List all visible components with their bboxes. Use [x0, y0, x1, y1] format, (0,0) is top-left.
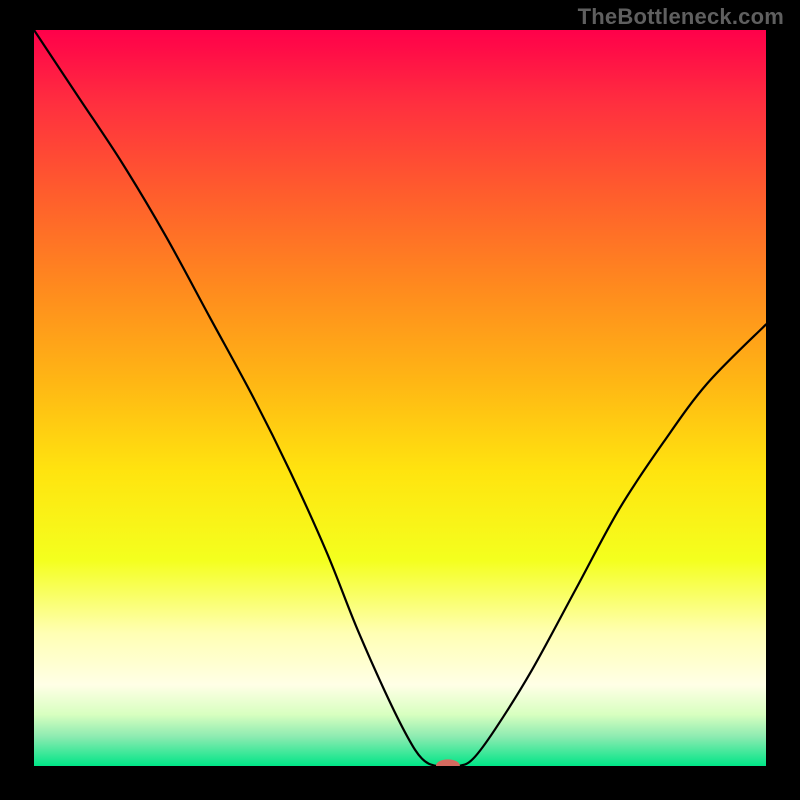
optimal-point-marker [436, 759, 460, 766]
chart-plot-area [34, 30, 766, 766]
curve-path [34, 30, 766, 766]
chart-frame [0, 0, 800, 800]
watermark-text: TheBottleneck.com [578, 4, 784, 30]
bottleneck-curve [34, 30, 766, 766]
